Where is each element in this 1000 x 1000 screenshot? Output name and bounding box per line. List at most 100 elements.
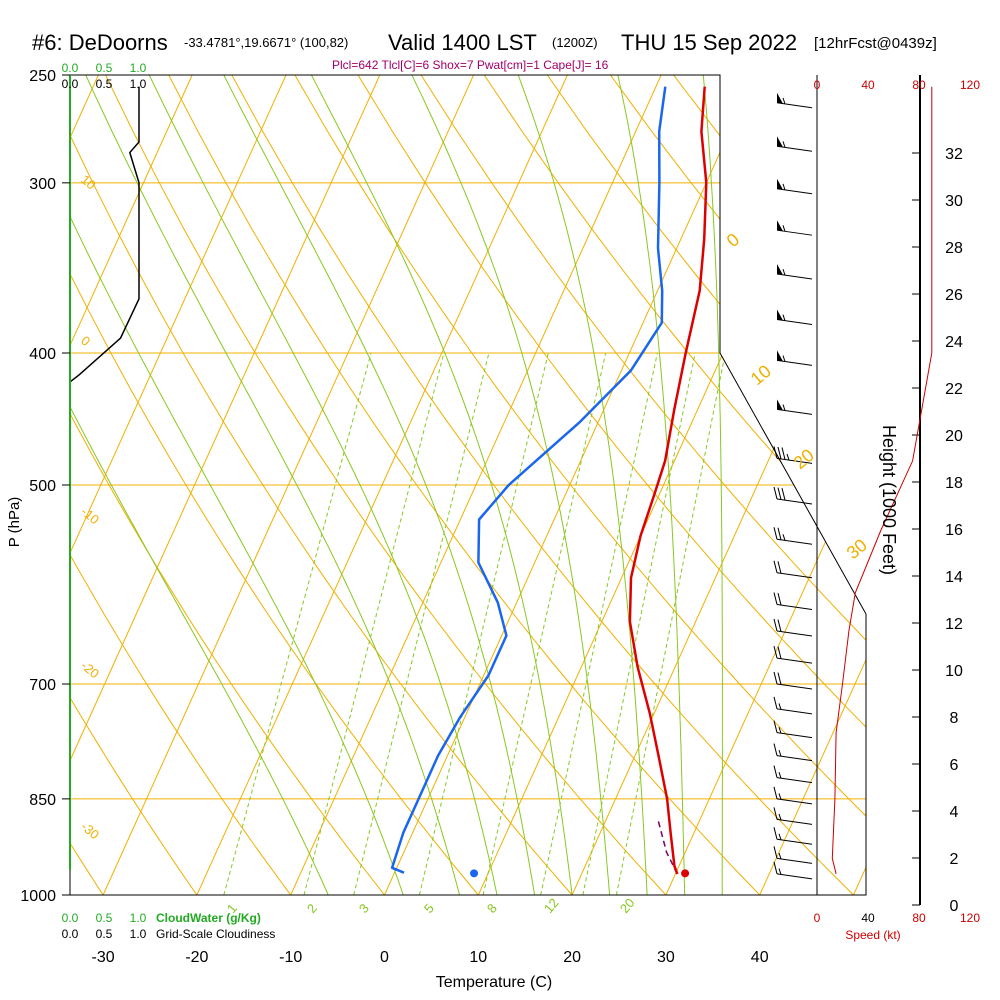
height-tick-label: 12	[945, 616, 963, 633]
wind-barb	[773, 696, 813, 715]
background-grid	[0, 75, 1000, 895]
moist-adiabat	[223, 75, 536, 895]
chart-frame	[62, 74, 867, 896]
wind-barb-half-flag	[778, 703, 782, 710]
cloud-axis-bottom-label: 0.0	[62, 911, 79, 925]
wind-barb-pennant	[777, 92, 783, 104]
wind-barb-flag	[773, 671, 778, 685]
dry-adiabat	[70, 75, 479, 895]
wind-speed-line	[831, 86, 933, 875]
wind-barb-half-flag	[782, 141, 786, 148]
wind-barb-half-flag	[778, 868, 782, 875]
moist-adiabat	[517, 75, 648, 895]
wind-barb	[776, 399, 813, 415]
valid-time-z: (1200Z)	[552, 35, 598, 50]
isotherm-line	[196, 75, 568, 895]
speed-axis-top-label: 120	[960, 78, 980, 92]
moist-adiabat	[85, 75, 460, 895]
moist-adiabat	[148, 75, 498, 895]
mixing-ratio-line	[582, 352, 696, 895]
wind-barb-flag	[773, 765, 778, 778]
surface-temperature-marker	[681, 869, 690, 878]
y-tick-label: 300	[29, 176, 56, 193]
y-tick-label: 400	[29, 346, 56, 363]
speed-axis-bottom-label: 40	[861, 911, 875, 925]
wind-barb-shaft	[776, 708, 813, 715]
height-tick-label: 18	[945, 475, 963, 492]
speed-axis-title: Speed (kt)	[845, 928, 900, 942]
wind-barb-shaft	[776, 873, 813, 880]
dry-adiabat	[168, 75, 761, 895]
height-tick-label: 4	[950, 804, 959, 821]
isotherm-line	[102, 75, 475, 895]
cloudwater-label: CloudWater (g/Kg)	[156, 911, 261, 925]
wind-panel	[773, 75, 933, 906]
cloud-axis-top-label: 0.5	[96, 61, 113, 75]
mixing-ratio-label: 12	[541, 895, 562, 916]
adiabat-label: 10	[747, 361, 775, 389]
mixing-ratio-line	[303, 352, 445, 895]
dry-adiabat	[70, 75, 573, 895]
wind-barb-half-flag	[778, 772, 782, 779]
wind-barb	[773, 645, 813, 664]
wind-barb-flag	[773, 861, 778, 875]
wind-barb-flag	[773, 446, 778, 459]
wind-barb	[776, 220, 813, 236]
wind-barb	[773, 786, 813, 805]
wind-barb	[773, 807, 813, 825]
moist-adiabat	[702, 75, 723, 895]
wind-barb-flag	[777, 487, 782, 500]
speed-axis-top-label: 40	[861, 78, 875, 92]
wind-barb-half-flag	[782, 225, 786, 232]
wind-barb	[773, 743, 813, 762]
wind-barb-flag	[773, 618, 778, 632]
cloud-axis-bottom-label-black: 1.0	[130, 927, 147, 941]
speed-axis-bottom-label: 0	[814, 911, 821, 925]
wind-barb	[773, 592, 813, 611]
y-tick-label: 1000	[20, 888, 56, 905]
wind-barb-flag	[773, 560, 778, 573]
y-tick-label: 700	[29, 677, 56, 694]
moist-adiabat	[411, 75, 611, 895]
wind-barb-shaft	[776, 604, 813, 611]
wind-barb	[773, 671, 813, 690]
wind-barb-flag	[777, 672, 782, 685]
wind-barb-flag	[781, 447, 786, 460]
forecast-label: [12hrFcst@0439z]	[814, 35, 937, 52]
wind-barb-shaft	[776, 538, 813, 545]
wind-barb	[773, 827, 813, 845]
wind-barb-flag	[777, 561, 782, 574]
wind-barb	[773, 861, 813, 880]
isotherm-line	[853, 75, 866, 895]
wind-barb-half-flag	[782, 534, 786, 541]
wind-barb-flag	[773, 846, 778, 859]
cloud-axis-top-label: 0.0	[62, 61, 79, 75]
wind-barb-pennant	[777, 350, 783, 362]
wind-barb-half-flag	[778, 852, 782, 860]
dewpoint-line	[390, 86, 667, 874]
wind-barb-flag	[777, 619, 782, 632]
wind-barb-half-flag	[782, 97, 786, 105]
dry-adiabat	[0, 75, 9, 895]
speed-axis-top-label: 0	[814, 78, 821, 92]
wind-barb-flag	[773, 696, 778, 709]
height-tick-label: 20	[945, 428, 963, 445]
wind-barb-flag	[773, 807, 778, 820]
mixing-ratio-label: 5	[421, 901, 437, 916]
wind-barb	[776, 136, 813, 152]
wind-barb-pennant	[777, 136, 783, 148]
dry-adiabat	[357, 75, 866, 895]
cloudiness-line	[70, 86, 140, 383]
cloud-axis-bottom-label: 1.0	[130, 911, 147, 925]
dry-adiabat	[231, 75, 854, 895]
wind-barb	[773, 720, 813, 739]
speed-axis-bottom-label: 80	[912, 911, 926, 925]
dry-adiabat	[926, 75, 1000, 895]
axis-labels: Temperature (C) P (hPa) Height (1000 Fee…	[6, 61, 980, 991]
wind-barb-shaft	[776, 755, 813, 762]
wind-barb-half-flag	[778, 813, 782, 821]
mixing-ratio-line	[482, 352, 607, 895]
wind-barb-flag	[773, 486, 778, 500]
wind-barb-pennant	[777, 220, 783, 232]
